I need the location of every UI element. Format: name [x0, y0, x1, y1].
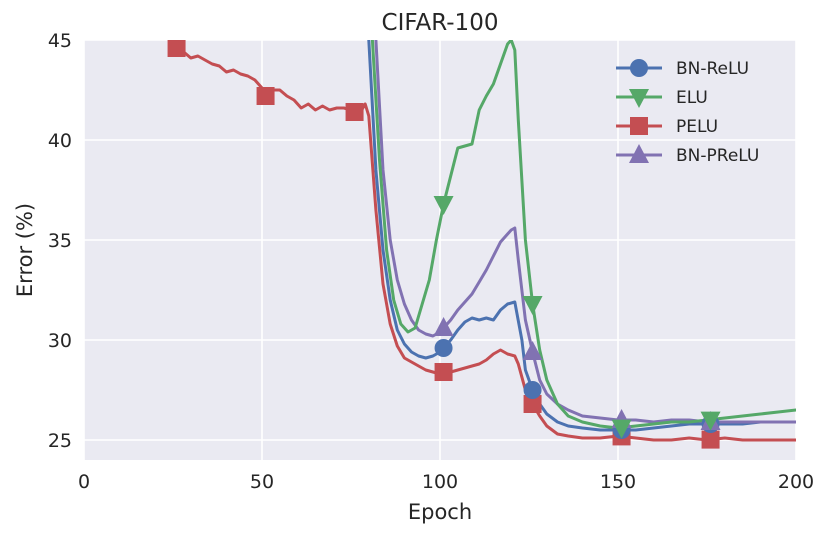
series-line-pelu	[175, 46, 796, 442]
legend-label-pelu: PELU	[676, 117, 718, 137]
series-marker-pelu	[167, 40, 186, 57]
x-tick-label: 0	[78, 471, 90, 493]
series-marker-bn-relu	[523, 381, 542, 399]
series-marker-pelu	[523, 395, 542, 413]
series-marker-elu	[700, 411, 721, 431]
chart-title: CIFAR-100	[382, 10, 499, 36]
x-tick-label: 200	[778, 471, 814, 493]
series-line-bn-prelu	[374, 40, 796, 424]
series-marker-elu	[433, 196, 454, 215]
series-marker-bn-relu	[434, 339, 453, 357]
series-marker-pelu	[701, 430, 720, 449]
y-tick-label: 25	[48, 430, 72, 452]
legend-marker-bn-relu	[630, 59, 648, 77]
series-marker-elu	[611, 419, 632, 439]
series-group	[175, 40, 796, 442]
series-marker-bn-prelu	[433, 317, 454, 336]
x-axis-label: Epoch	[408, 500, 472, 524]
series-marker-elu	[522, 296, 543, 315]
y-tick-label: 30	[48, 330, 72, 352]
series-line-elu	[370, 40, 796, 430]
series-marker-bn-prelu	[522, 341, 543, 360]
x-tick-label: 50	[250, 471, 274, 493]
legend-label-elu: ELU	[676, 88, 708, 108]
legend-marker-elu	[629, 89, 649, 108]
legend: BN-ReLU ELU PELU BN-PReLU	[616, 59, 759, 166]
series-line-bn-relu	[367, 40, 796, 432]
series-marker-pelu	[256, 87, 275, 105]
y-tick-label: 35	[48, 230, 72, 252]
series-marker-pelu	[345, 103, 364, 121]
markers-group	[167, 40, 721, 449]
x-tick-label: 100	[422, 471, 458, 493]
legend-marker-pelu	[630, 117, 648, 135]
y-tick-label: 40	[48, 130, 72, 152]
tick-labels: 0 50 100 150 200 25 30 35 40 45	[48, 30, 814, 493]
grid-lines	[83, 39, 797, 460]
series-marker-pelu	[434, 363, 453, 381]
y-axis-label: Error (%)	[13, 203, 37, 297]
legend-label-bn-prelu: BN-PReLU	[676, 146, 759, 166]
x-tick-label: 150	[600, 471, 636, 493]
legend-label-bn-relu: BN-ReLU	[676, 59, 749, 79]
y-tick-label: 45	[48, 30, 72, 52]
legend-marker-bn-prelu	[629, 144, 649, 163]
